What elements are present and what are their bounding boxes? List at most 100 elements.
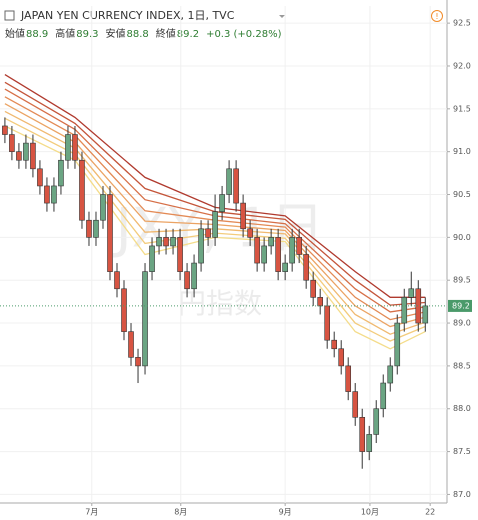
last-price-box <box>448 299 472 312</box>
plot: 87.0 87.5 88.0 88.5 89.0 89.5 90.0 90.5 91.0 91.5… <box>0 6 472 517</box>
candle-body <box>149 245 155 272</box>
chart-title: JAPAN YEN CURRENCY INDEX, 1日, TVC <box>20 9 235 22</box>
x-tick-label: 10月 <box>361 508 379 517</box>
candle-body <box>16 151 22 161</box>
candle-body <box>9 134 15 152</box>
candle-body <box>373 408 380 435</box>
candle-body <box>352 391 359 418</box>
candle-body <box>275 237 281 272</box>
y-tick-label: 91.0 <box>453 147 471 156</box>
candle-body <box>184 271 190 290</box>
candle-body <box>233 168 239 204</box>
candle-body <box>331 339 337 350</box>
y-tick-label: 87.0 <box>453 490 471 499</box>
candle-body <box>268 237 274 247</box>
ribbon-line <box>4 74 426 298</box>
ohlc-legend: 始値 88.9 高値 89.3 安値 88.8 終値 89.2 +0.3 (+0.28%) <box>5 27 282 40</box>
y-tick-label: 89.5 <box>453 276 471 285</box>
candle-body <box>163 237 169 247</box>
candle-body <box>205 228 211 238</box>
legend-label: 終値 <box>156 27 176 40</box>
watermark-desc: 円指数 <box>178 287 262 320</box>
candle-body <box>324 305 330 341</box>
legend-value: 88.8 <box>127 29 149 40</box>
candle-body <box>142 271 148 367</box>
candle-body <box>51 185 57 204</box>
candle-body <box>387 365 394 384</box>
candle-body <box>198 228 204 264</box>
candle-body <box>345 365 352 392</box>
candle-body <box>422 305 429 324</box>
candle-body <box>310 279 316 298</box>
candle-body <box>177 237 183 272</box>
candle-body <box>121 288 127 332</box>
candle-body <box>2 125 8 135</box>
x-tick-label: 8月 <box>174 508 187 517</box>
legend-label: 高値 <box>55 27 75 40</box>
candle-body <box>394 322 401 367</box>
legend-value: 88.9 <box>26 29 48 40</box>
y-tick-label: 90.0 <box>453 233 471 242</box>
x-tick-label: 9月 <box>279 508 292 517</box>
candle-body <box>212 211 218 238</box>
candle-body <box>23 142 29 161</box>
candle-body <box>240 202 246 230</box>
y-tick-label: 89.0 <box>453 319 471 328</box>
candle-body <box>254 237 260 264</box>
x-tick-label: 7月 <box>85 508 98 517</box>
y-tick-label: 91.5 <box>453 104 471 113</box>
candle-body <box>296 237 302 255</box>
candle-body <box>338 348 345 367</box>
candle-body <box>128 331 134 358</box>
candle-body <box>366 434 373 452</box>
candle-body <box>79 159 85 221</box>
candle-body <box>65 134 71 161</box>
candle-body <box>303 254 309 281</box>
candle-body <box>380 382 387 410</box>
y-tick-label: 88.5 <box>453 361 471 370</box>
candle-body <box>401 297 408 324</box>
legend-change: +0.3 (+0.28%) <box>206 29 282 40</box>
y-tick-label: 92.0 <box>453 61 471 70</box>
y-tick-label: 90.5 <box>453 190 471 199</box>
candle-body <box>408 288 415 298</box>
candle-body <box>58 159 64 187</box>
candle-body <box>114 271 120 290</box>
candle-body <box>247 228 253 238</box>
candle-body <box>107 194 113 272</box>
alert-mark: ! <box>435 12 438 21</box>
dropdown-icon[interactable] <box>279 15 285 18</box>
y-tick-label: 88.0 <box>453 404 471 413</box>
candle-body <box>100 194 106 221</box>
candle-body <box>261 245 267 264</box>
candle-body <box>135 357 141 367</box>
candle-body <box>30 142 36 170</box>
candle-body <box>93 219 99 238</box>
candle-body <box>37 168 43 187</box>
candle-body <box>44 185 50 204</box>
alert-icon[interactable] <box>431 10 443 22</box>
candle-body <box>86 219 92 238</box>
legend-value: 89.2 <box>177 29 199 40</box>
legend-label: 安値 <box>106 27 126 40</box>
candle-body <box>170 237 176 247</box>
candle-body <box>317 297 323 307</box>
candle-body <box>191 262 197 290</box>
ribbon-line <box>4 81 426 306</box>
expand-icon[interactable] <box>4 10 15 21</box>
candle-body <box>219 194 225 212</box>
candle-body <box>156 237 162 247</box>
ribbon-line <box>4 88 426 313</box>
y-tick-label: 92.5 <box>453 19 471 28</box>
candle-body <box>282 262 288 272</box>
legend-label: 始値 <box>5 27 25 40</box>
candle-body <box>72 134 78 161</box>
candle-body <box>226 168 232 195</box>
candle-body <box>289 237 295 264</box>
candle-body <box>359 417 366 452</box>
x-tick-label: 22 <box>425 508 435 517</box>
last-price-label: 89.2 <box>452 301 470 310</box>
y-tick-label: 87.5 <box>453 447 471 456</box>
